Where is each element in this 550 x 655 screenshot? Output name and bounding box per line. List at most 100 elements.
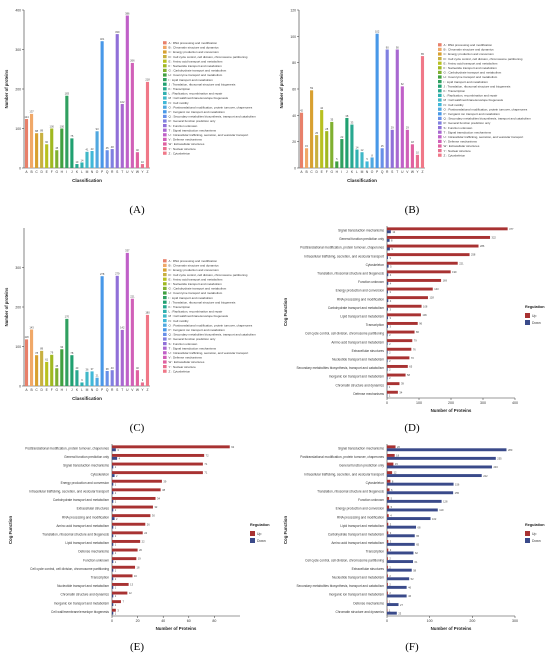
- x-tick-label: D: [315, 170, 318, 174]
- bar-up: [112, 548, 138, 552]
- bar-value-label: 162: [120, 100, 125, 104]
- bar-value-label: 15: [381, 144, 384, 148]
- bar-down: [387, 482, 454, 486]
- legend-label: Down: [532, 321, 541, 325]
- chart-svg: 0 100 200 300 Number of Proteins Cog Function…: [283, 444, 545, 653]
- y-tick-label: Nucleotide transport and metabolism: [332, 576, 384, 580]
- legend-label: S : Function unknown: [169, 124, 198, 128]
- bar-value-label: 78: [35, 351, 38, 355]
- bar-up-label: 1: [389, 608, 391, 612]
- y-tick-label: RNA processing and modification: [337, 297, 384, 301]
- legend-swatch: [438, 89, 442, 93]
- bar-down-label: 2: [389, 342, 391, 346]
- bar-down-label: 1: [115, 525, 117, 529]
- x-tick-label: J: [346, 170, 348, 174]
- y-tick-label: 100: [290, 35, 296, 39]
- y-tick-label: Amino acid transport and metabolism: [331, 340, 384, 344]
- bar-down-label: 65: [416, 543, 419, 547]
- legend-swatch: [163, 305, 167, 309]
- legend-label: L : Replication, recombination and repai…: [444, 94, 498, 98]
- bar-value-label: 183: [65, 92, 70, 96]
- bar: [85, 371, 89, 386]
- bar-up: [387, 471, 393, 475]
- bar-up: [387, 364, 408, 368]
- legend-swatch: [163, 314, 167, 318]
- bar: [125, 15, 129, 169]
- x-tick-label: E: [46, 388, 49, 392]
- bar: [390, 129, 394, 168]
- bar-up: [387, 278, 442, 282]
- y-tick-label: 100: [15, 345, 21, 349]
- bar-down: [387, 525, 417, 529]
- legend-swatch: [250, 538, 255, 543]
- legend-label: O : Posttranslational modification, prot…: [444, 107, 528, 111]
- bar-up-label: 5: [391, 497, 393, 501]
- x-tick-label: 400: [512, 401, 518, 405]
- y-tick-label: Function unknown: [83, 558, 109, 562]
- bar: [140, 382, 145, 386]
- legend-title: Regulation: [525, 305, 545, 309]
- legend-swatch: [438, 75, 442, 79]
- bar: [75, 370, 79, 386]
- legend-label: V : Defense mechanisms: [169, 138, 203, 142]
- x-tick-label: V: [131, 388, 134, 392]
- bar-up-label: 199: [452, 270, 457, 274]
- chart-panel: 0 100 200 300 400 Number of proteins Classific…: [0, 0, 275, 218]
- x-tick-label: S: [116, 388, 119, 392]
- bar-value-label: 8: [371, 153, 373, 157]
- bar-value-label: 45: [55, 146, 58, 150]
- x-tick-label: L: [356, 170, 358, 174]
- chart-panel: 0 100 200 300 Number of proteins Classificati…: [0, 218, 275, 436]
- bar-value-label: 45: [55, 364, 58, 368]
- legend-label: T : Signal transduction mechanisms: [444, 130, 492, 134]
- x-tick-label: K: [76, 170, 79, 174]
- legend-swatch: [163, 110, 167, 114]
- x-tick-label: O: [371, 170, 374, 174]
- y-tick-label: 200: [15, 306, 21, 310]
- bar-value-label: 170: [65, 315, 70, 319]
- bar: [75, 164, 79, 168]
- y-tick-label: Intracellular trafficking, secretion, an…: [304, 472, 384, 476]
- bar-down: [112, 603, 114, 607]
- bar-up: [112, 445, 230, 449]
- legend-swatch: [163, 133, 167, 137]
- legend-swatch: [163, 105, 167, 109]
- x-tick-label: A: [300, 170, 303, 174]
- legend-label: A : RNA processing and modification: [169, 259, 218, 263]
- bar-up: [387, 531, 389, 535]
- bar-up-label: 221: [459, 261, 464, 265]
- bar: [360, 152, 364, 168]
- bar-down-label: 4: [390, 282, 392, 286]
- legend-swatch: [163, 82, 167, 86]
- bar-down-label: 52: [411, 577, 414, 581]
- legend-swatch: [163, 59, 167, 63]
- legend-swatch: [438, 61, 442, 65]
- x-tick-label: 200: [448, 401, 454, 405]
- bar: [380, 148, 384, 168]
- bar-up: [112, 574, 133, 578]
- bar-down-label: 1: [115, 482, 117, 486]
- bar-down: [387, 551, 414, 555]
- bar-down: [387, 542, 415, 546]
- x-tick-label: Y: [141, 388, 144, 392]
- bar: [80, 162, 84, 168]
- bar-up-label: 20: [397, 445, 400, 449]
- bar-up-label: 169: [443, 279, 448, 283]
- bar-value-label: 40: [75, 366, 78, 370]
- legend-label: W : Extracellular structures: [169, 142, 205, 146]
- bar-down: [387, 499, 442, 503]
- chart-panel: 0 20 40 60 80 100 120 Number of proteins Classif…: [275, 0, 550, 218]
- bar: [135, 152, 139, 168]
- bar-down: [387, 456, 496, 460]
- bar-up-label: 92: [231, 445, 234, 449]
- bar: [310, 90, 314, 168]
- bar: [145, 81, 150, 168]
- bar-down: [387, 333, 388, 337]
- y-tick-label: Chromatin structure and dynamics: [335, 383, 384, 387]
- bar-up-label: 72: [206, 454, 209, 458]
- bar-up: [387, 227, 508, 231]
- bar-up: [112, 522, 146, 526]
- bar: [100, 276, 104, 386]
- x-tick-label: P: [376, 170, 379, 174]
- bar-down-label: 1: [115, 594, 117, 598]
